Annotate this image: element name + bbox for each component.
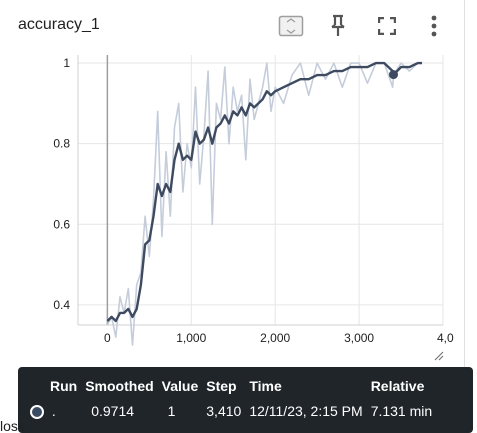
y-tick-label: 0.6	[53, 217, 70, 231]
smoothed-series	[106, 61, 422, 323]
hover-point	[388, 70, 398, 80]
x-tick-label: 3,000	[344, 331, 374, 345]
smoothed-line	[106, 61, 422, 323]
tooltip-row: . 0.9714 1 3,410 12/11/23, 2:15 PM 7.131…	[26, 401, 436, 421]
header-run: Run	[50, 378, 78, 394]
fit-domain-icon[interactable]	[277, 12, 305, 40]
run-color-icon	[30, 405, 44, 420]
header-time: Time	[249, 378, 282, 394]
data-tooltip: Run Smoothed Value Step Time Relative . …	[18, 367, 473, 433]
run-cell: .	[26, 401, 81, 421]
more-vert-icon[interactable]	[420, 12, 448, 40]
fullscreen-icon[interactable]	[373, 12, 401, 40]
y-tick-labels: 1 0.8 0.6 0.4	[53, 56, 70, 312]
y-tick-label: 0.8	[53, 137, 70, 151]
accuracy-line-chart[interactable]: 1 0.8 0.6 0.4 0 1,000 2,000 3,000 4,0	[0, 55, 464, 355]
header-value: Value	[161, 378, 199, 394]
header-step: Step	[206, 378, 237, 394]
panel-divider	[464, 0, 465, 433]
step-value: 3,410	[206, 403, 242, 420]
x-tick-label: 2,000	[260, 331, 290, 345]
time-value: 12/11/23, 2:15 PM	[249, 403, 363, 420]
raw-value: 1	[167, 403, 176, 420]
next-card-title: loss	[0, 418, 25, 433]
x-tick-label: 0	[104, 331, 111, 345]
run-name: .	[51, 403, 56, 419]
relative-value: 7.131 min	[370, 403, 433, 420]
card-title: accuracy_1	[18, 16, 100, 33]
tooltip-table: Run Smoothed Value Step Time Relative . …	[26, 375, 436, 421]
header-relative: Relative	[370, 378, 425, 394]
pin-icon[interactable]	[324, 12, 352, 40]
highlight-layer	[388, 70, 398, 80]
resize-handle-icon[interactable]	[432, 348, 444, 366]
header-smoothed: Smoothed	[85, 378, 154, 394]
y-tick-label: 0.4	[53, 298, 70, 312]
smoothed-value: 0.9714	[91, 403, 135, 420]
x-tick-labels: 0 1,000 2,000 3,000 4,0	[104, 331, 454, 345]
chart-axes	[77, 55, 443, 326]
y-tick-label: 1	[63, 56, 70, 70]
x-tick-label: 4,0	[437, 331, 454, 345]
x-tick-label: 1,000	[176, 331, 206, 345]
